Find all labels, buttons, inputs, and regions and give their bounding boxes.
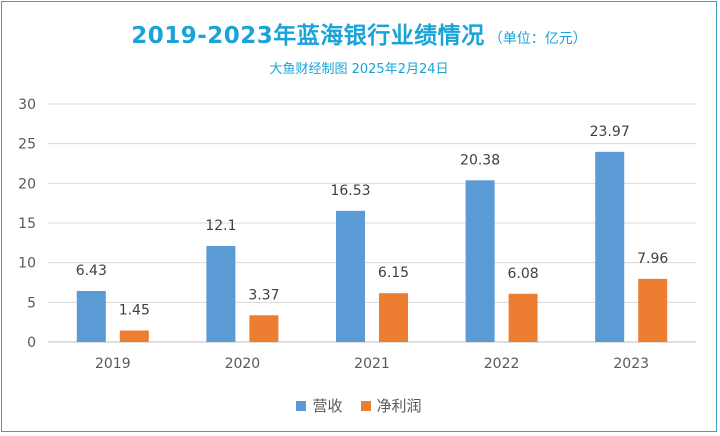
legend-swatch-profit: [360, 400, 371, 411]
data-label-profit: 6.08: [508, 266, 539, 282]
x-tick-label: 2020: [225, 356, 261, 372]
data-label-revenue: 16.53: [330, 183, 370, 199]
bar-profit: [379, 293, 408, 342]
bar-revenue: [336, 210, 365, 342]
y-tick-label: 15: [18, 216, 36, 232]
gridlines: [48, 103, 696, 343]
data-label-profit: 7.96: [637, 251, 668, 267]
data-label-revenue: 23.97: [590, 124, 630, 140]
x-tick-label: 2022: [484, 356, 520, 372]
data-label-revenue: 12.1: [205, 218, 236, 234]
y-tick-label: 25: [18, 137, 36, 153]
chart-title: 2019-2023年蓝海银行业绩情况: [131, 23, 485, 49]
data-label-revenue: 6.43: [76, 263, 107, 279]
y-axis: 0 5 10 15 20 25 30: [18, 97, 36, 351]
bar-revenue: [595, 151, 625, 342]
unit-label: （单位：亿元）: [488, 31, 587, 47]
legend-item-profit: 净利润: [360, 395, 422, 416]
data-label-revenue: 20.38: [460, 152, 500, 168]
legend-item-revenue: 营收: [296, 395, 343, 416]
x-axis: 2019 2020 2021 2022 2023: [95, 356, 649, 372]
y-tick-label: 0: [27, 335, 36, 351]
data-label-profit: 1.45: [119, 302, 150, 318]
y-tick-label: 5: [27, 295, 36, 311]
bar-revenue: [76, 290, 106, 342]
legend-label-profit: 净利润: [376, 397, 422, 415]
bar-profit: [638, 278, 668, 342]
y-tick-label: 30: [18, 97, 36, 113]
bar-profit: [249, 315, 279, 342]
y-tick-label: 10: [18, 256, 36, 272]
legend-label-revenue: 营收: [312, 397, 343, 415]
x-tick-label: 2019: [95, 356, 131, 372]
y-tick-label: 20: [18, 176, 36, 192]
legend-swatch-revenue: [296, 400, 307, 411]
data-label-profit: 3.37: [248, 287, 279, 303]
bar-profit: [119, 330, 149, 342]
bars: 6.43 1.45 12.1 3.37 16.53 6.15 20.38 6.08 23.97 7…: [76, 124, 668, 342]
x-tick-label: 2023: [613, 356, 649, 372]
bar-revenue: [206, 246, 236, 342]
data-label-profit: 6.15: [378, 265, 409, 281]
bar-profit: [508, 293, 538, 342]
chart-subtitle: 大鱼财经制图 2025年2月24日: [269, 62, 449, 77]
title-row: 2019-2023年蓝海银行业绩情况 （单位：亿元）: [2, 16, 716, 50]
x-tick-label: 2021: [354, 356, 390, 372]
bar-revenue: [465, 180, 495, 342]
legend: 营收 净利润: [2, 395, 716, 416]
